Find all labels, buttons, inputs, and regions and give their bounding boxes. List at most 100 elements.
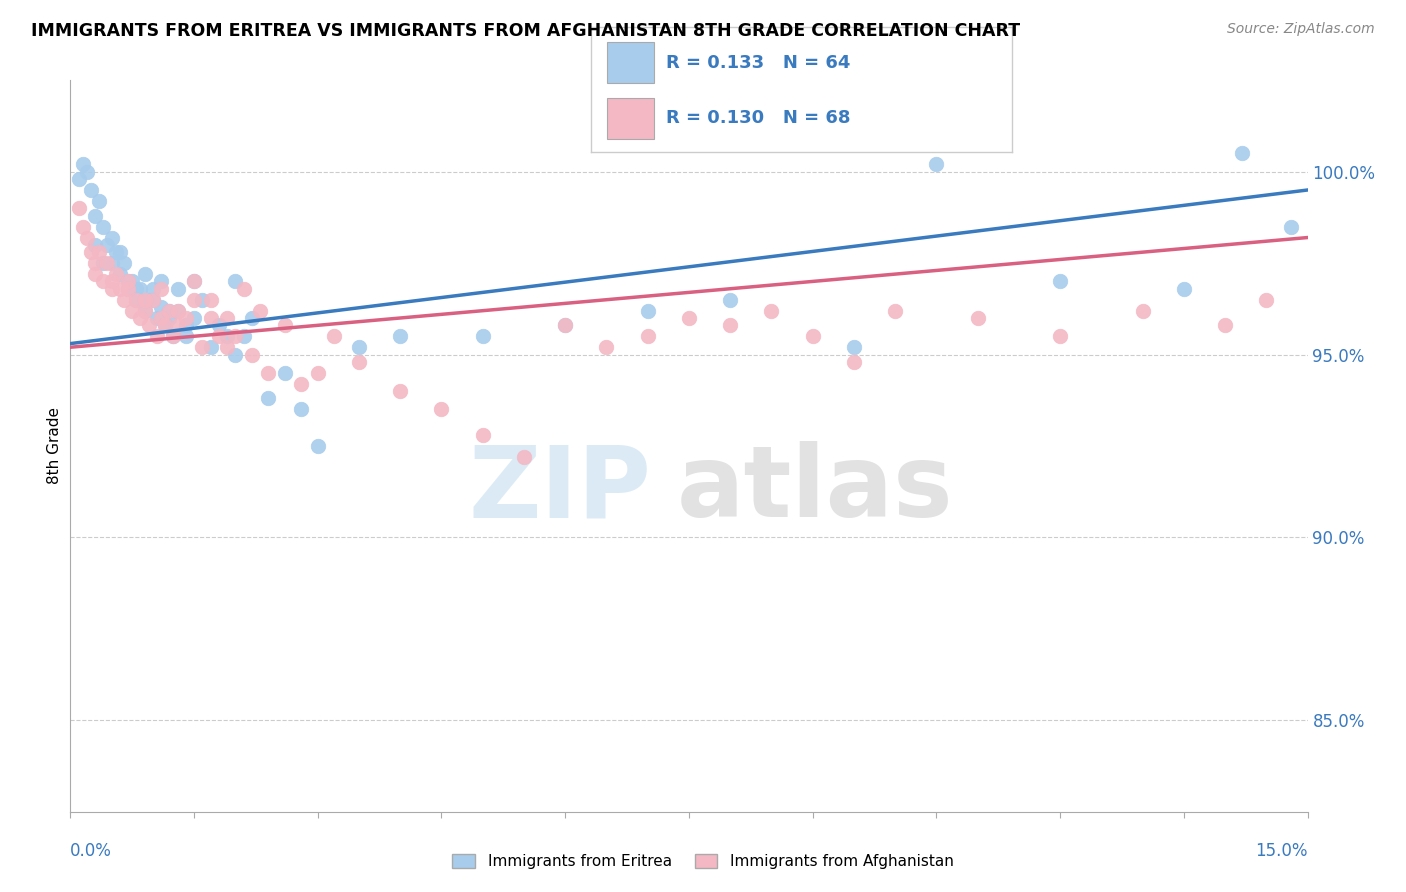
Point [80,183,103,197]
Point [89,245,111,260]
Point [323,329,346,343]
Point [125,293,148,307]
Point [554,318,576,333]
Point [153,318,176,333]
Point [91,219,114,234]
Point [150,274,173,288]
Point [430,402,453,417]
Point [146,329,169,343]
Point [142,282,165,296]
Point [108,245,131,260]
Text: R = 0.133   N = 64: R = 0.133 N = 64 [666,54,851,72]
Point [200,310,222,325]
Point [157,303,180,318]
Point [134,267,156,281]
Point [150,282,173,296]
Point [208,318,231,333]
Point [240,347,263,361]
Point [117,282,139,296]
Text: R = 0.130   N = 68: R = 0.130 N = 68 [666,109,851,127]
Point [72,219,94,234]
Point [117,274,139,288]
Point [89,194,111,208]
Point [142,293,165,307]
Point [104,245,127,260]
Point [637,329,659,343]
Point [389,384,412,398]
Point [232,329,254,343]
Point [842,355,865,369]
Point [166,282,188,296]
Point [200,340,222,354]
Text: IMMIGRANTS FROM ERITREA VS IMMIGRANTS FROM AFGHANISTAN 8TH GRADE CORRELATION CHA: IMMIGRANTS FROM ERITREA VS IMMIGRANTS FR… [31,22,1021,40]
Point [1049,329,1071,343]
Point [96,256,118,270]
Point [162,329,184,343]
Point [100,256,122,270]
Point [174,318,197,333]
Point [84,267,107,281]
Point [232,282,254,296]
Y-axis label: 8th Grade: 8th Grade [46,408,62,484]
Point [290,376,312,391]
Point [240,310,263,325]
Text: Source: ZipAtlas.com: Source: ZipAtlas.com [1227,22,1375,37]
Point [142,293,165,307]
Point [96,237,118,252]
Point [1256,293,1278,307]
Point [1230,146,1253,161]
Point [183,274,205,288]
Point [200,293,222,307]
Point [80,245,103,260]
Point [112,256,135,270]
Point [290,402,312,417]
Point [104,267,127,281]
Point [108,282,131,296]
Point [100,274,122,288]
Point [100,230,122,244]
Point [678,310,700,325]
Point [183,310,205,325]
Point [718,318,741,333]
Text: 15.0%: 15.0% [1256,842,1308,860]
Point [134,303,156,318]
Point [224,329,246,343]
Point [1279,219,1302,234]
Point [208,329,231,343]
Point [191,293,214,307]
Point [215,310,238,325]
Point [1132,303,1154,318]
Point [174,310,197,325]
Text: ZIP: ZIP [470,442,652,539]
Point [166,318,188,333]
Point [166,303,188,318]
Point [72,157,94,171]
Point [138,293,160,307]
Point [215,340,238,354]
Point [307,439,329,453]
Point [554,318,576,333]
Text: 0.0%: 0.0% [70,842,112,860]
Point [84,256,107,270]
Text: atlas: atlas [676,442,953,539]
Point [718,293,741,307]
Point [183,274,205,288]
Point [166,303,188,318]
Point [91,256,114,270]
Point [134,293,156,307]
Bar [607,98,654,139]
Point [1213,318,1236,333]
Point [215,329,238,343]
Point [257,392,280,406]
Point [150,300,173,314]
Point [966,310,988,325]
Point [347,355,370,369]
Point [129,282,152,296]
Point [257,366,280,380]
Point [183,293,205,307]
Point [121,303,143,318]
Point [595,340,617,354]
Point [274,318,297,333]
Bar [607,42,654,83]
Point [129,310,152,325]
